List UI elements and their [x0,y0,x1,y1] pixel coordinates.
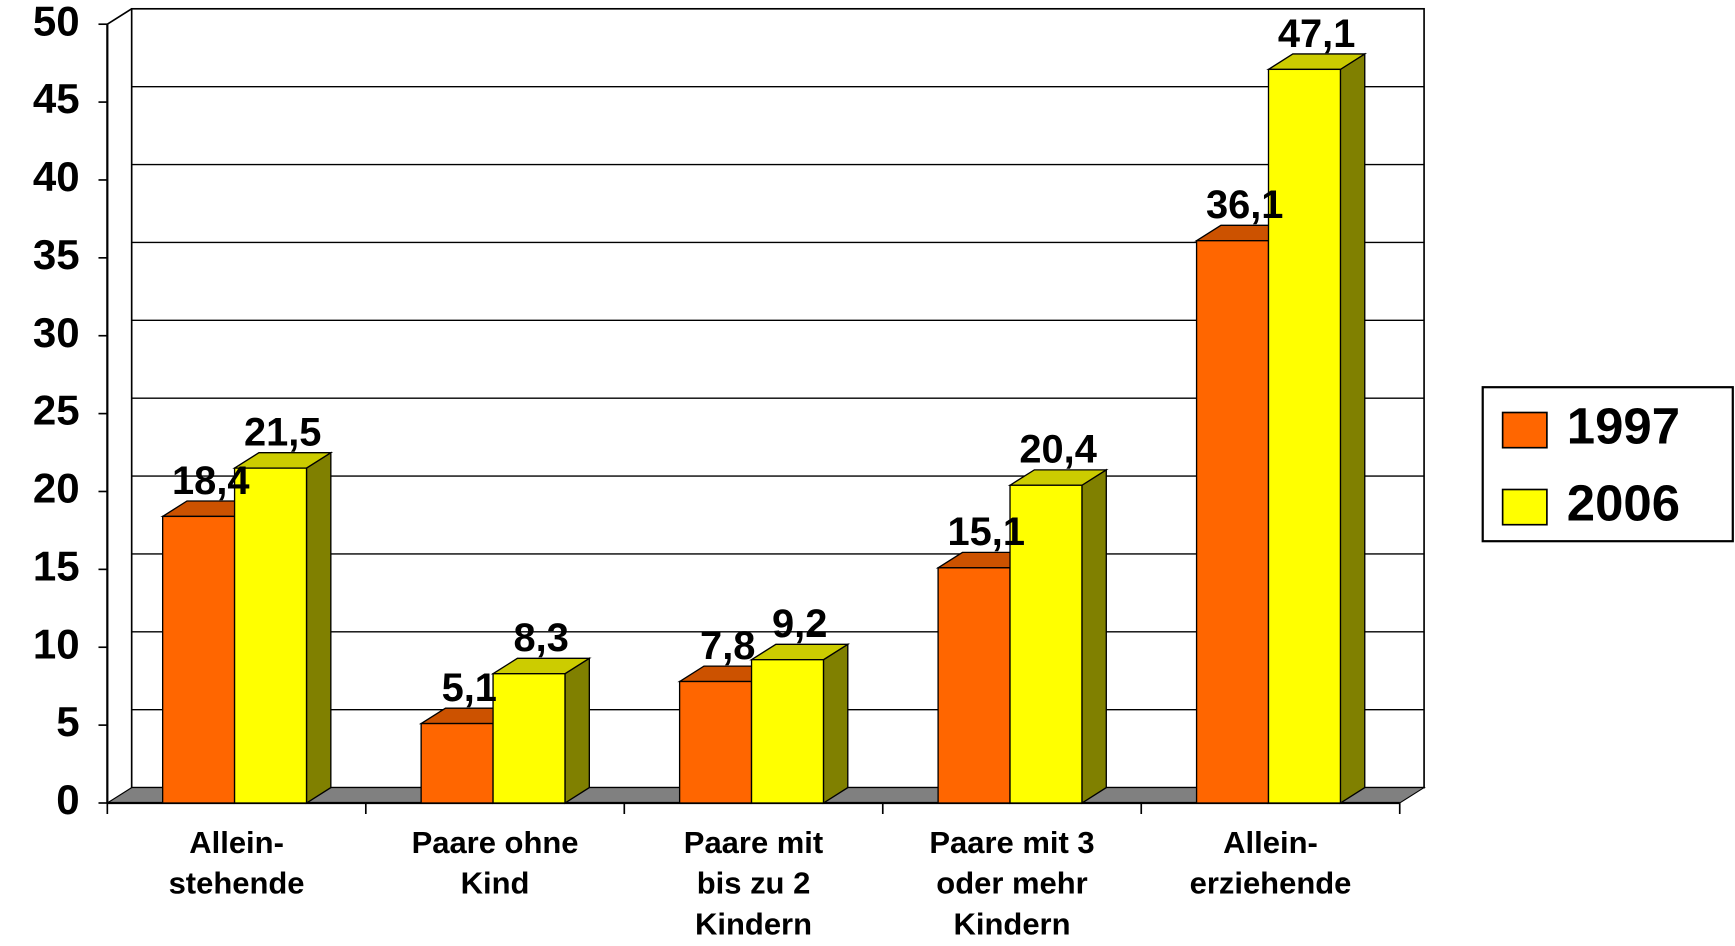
bar [492,673,566,804]
data-label: 8,3 [514,616,569,660]
bar-side [1081,468,1107,805]
y-tick-label: 0 [56,776,79,823]
bar-3d [232,451,334,805]
y-tick-label: 45 [33,75,80,122]
bar-side [822,643,849,805]
bar [937,567,1011,804]
legend-swatch [1501,411,1548,449]
x-tick-label: Kind [461,866,530,901]
x-tick-label: bis zu 2 [697,866,811,901]
x-tick-label: Paare mit [684,825,823,860]
data-label: 7,8 [700,624,755,668]
legend-label: 2006 [1567,475,1680,532]
data-label: 47,1 [1278,12,1356,56]
x-tick-label: Allein- [1223,825,1318,860]
y-tick-label: 5 [56,698,79,745]
x-tick-label: Paare ohne [412,825,579,860]
data-label: 15,1 [947,510,1025,554]
bar-3d [490,657,592,805]
y-tick-label: 25 [33,387,80,434]
bar [678,680,753,804]
bar [750,659,825,804]
x-tick-label: oder mehr [936,866,1087,901]
data-label: 20,4 [1019,428,1097,472]
data-label: 18,4 [172,459,250,503]
legend-label: 1997 [1567,398,1680,455]
x-tick-label: Kindern [695,906,812,941]
x-tick-label: stehende [169,866,305,901]
bar [1009,484,1083,804]
data-label: 5,1 [442,666,497,710]
x-tick-label: Allein- [189,825,284,860]
y-tick-label: 35 [33,231,80,278]
side-wall [106,8,133,25]
x-tick-label: erziehende [1190,866,1352,901]
data-label: 21,5 [244,411,322,455]
bar-side [1339,52,1366,805]
data-label: 9,2 [772,602,827,646]
x-tick-label: Paare mit 3 [929,825,1094,860]
data-label: 36,1 [1206,183,1284,227]
y-tick-label: 40 [33,153,80,200]
bar [233,467,308,804]
bar-side [564,657,590,805]
y-tick-label: 15 [33,543,80,590]
y-tick-label: 10 [33,620,80,667]
y-tick-label: 20 [33,465,80,512]
y-tick-label: 50 [33,0,80,44]
bar-3d [749,643,851,805]
x-tick-label: Kindern [954,906,1071,941]
bar [161,515,236,804]
bar-3d [1266,52,1368,805]
bar [1195,240,1270,804]
y-tick-label: 30 [33,309,80,356]
bar [1267,68,1342,804]
bar [420,722,494,804]
bar-side [305,451,332,805]
bar-3d [1007,468,1109,805]
legend-swatch [1501,488,1548,526]
